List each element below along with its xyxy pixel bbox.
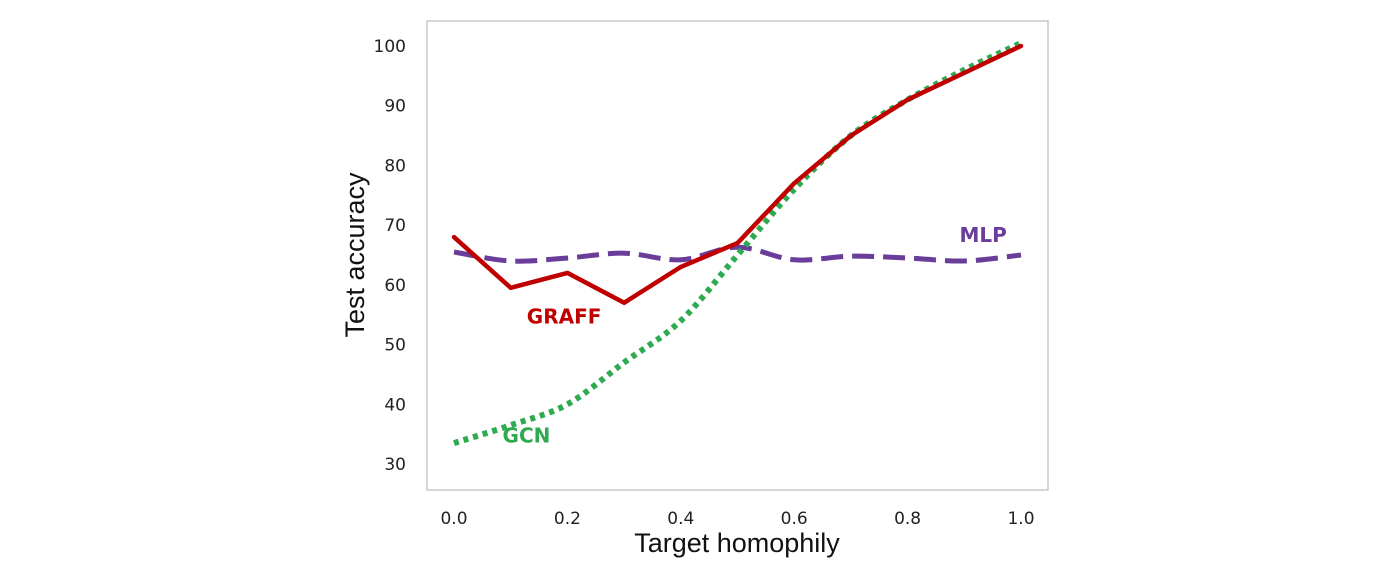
x-axis-label: Target homophily [634,528,840,558]
series-label-mlp: MLP [960,223,1007,247]
series-line-graff [451,43,1024,306]
x-tick-label: 0.0 [440,509,467,529]
x-axis-ticks: 0.0 0.2 0.4 0.6 0.8 1.0 [440,509,1034,529]
series-label-graff: GRAFF [527,305,602,329]
series-labels: GRAFF GCN MLP [503,223,1007,448]
series-label-gcn: GCN [503,424,551,448]
x-tick-label: 1.0 [1007,509,1034,529]
y-tick-label: 30 [384,455,406,475]
y-tick-label: 50 [384,336,406,356]
y-tick-label: 80 [384,156,406,176]
y-axis-ticks: 30 40 50 60 70 80 90 100 [374,37,406,475]
x-tick-label: 0.4 [667,509,694,529]
series-line-mlp [453,244,1022,264]
x-tick-label: 0.2 [554,509,581,529]
y-axis-label: Test accuracy [340,172,370,338]
y-tick-label: 70 [384,216,406,236]
y-tick-label: 100 [374,37,406,57]
y-tick-label: 40 [384,395,406,415]
series-lines [451,40,1024,446]
x-tick-label: 0.8 [894,509,921,529]
x-tick-label: 0.6 [781,509,808,529]
y-tick-label: 90 [384,97,406,117]
plot-frame [426,20,1049,491]
y-tick-label: 60 [384,276,406,296]
